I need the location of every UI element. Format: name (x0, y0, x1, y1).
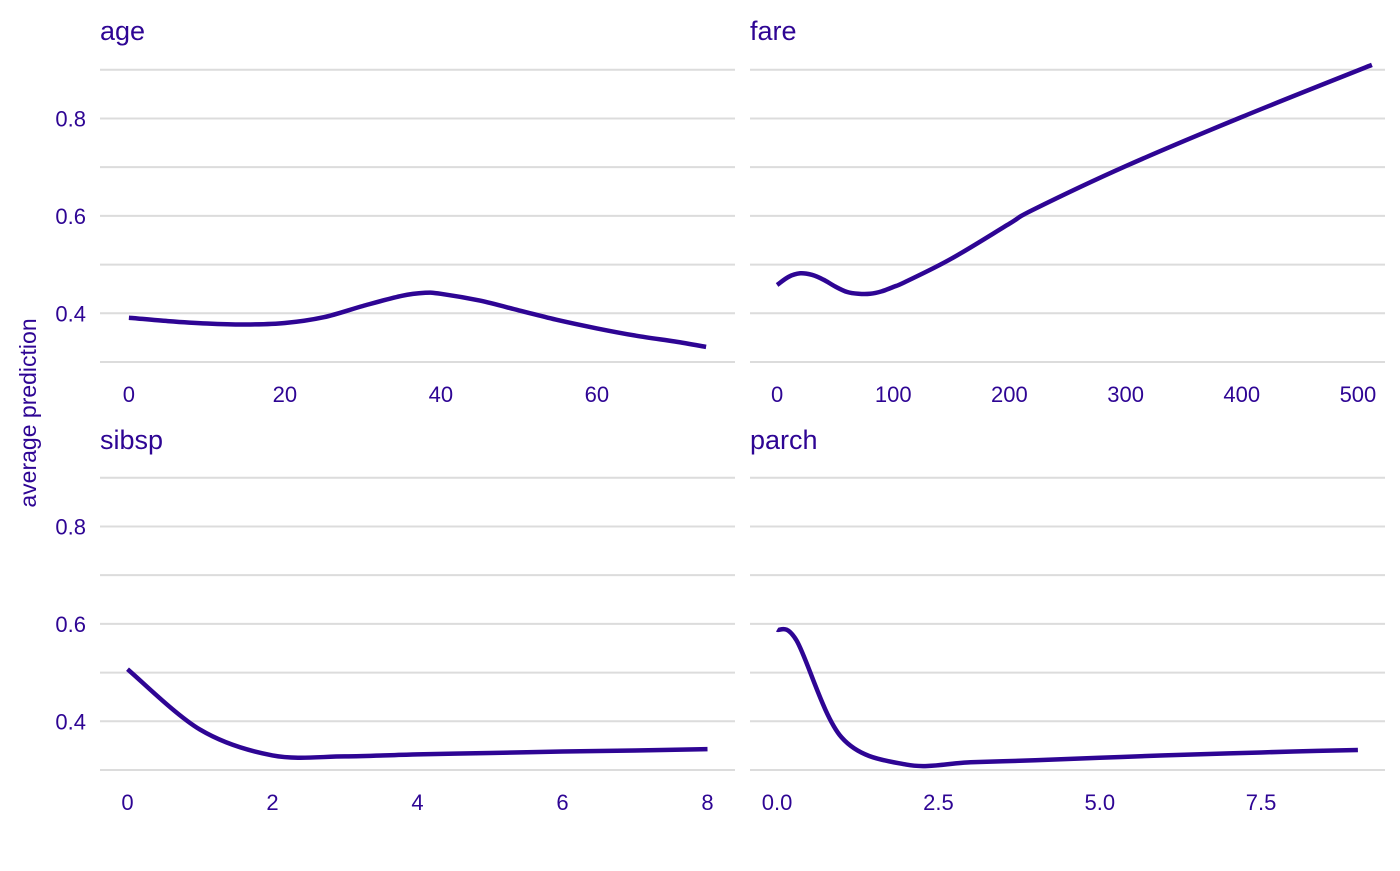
x-tick-label-parch: 5.0 (1084, 790, 1115, 815)
x-tick-label-fare: 100 (875, 382, 912, 407)
x-tick-label-age: 60 (585, 382, 609, 407)
x-tick-label-parch: 7.5 (1246, 790, 1277, 815)
x-tick-label-fare: 300 (1107, 382, 1144, 407)
panel-title-fare: fare (750, 16, 797, 46)
series-line-age (128, 290, 707, 350)
x-tick-label-fare: 500 (1340, 382, 1377, 407)
x-tick-label-sibsp: 2 (266, 790, 278, 815)
y-tick-label: 0.8 (55, 514, 86, 539)
panel-title-age: age (100, 16, 145, 46)
panel-title-sibsp: sibsp (100, 425, 163, 455)
x-tick-label-fare: 200 (991, 382, 1028, 407)
series-line-fare (775, 62, 1373, 297)
y-tick-label: 0.8 (55, 106, 86, 131)
series-line-parch (776, 626, 1358, 769)
x-tick-label-sibsp: 4 (411, 790, 423, 815)
x-tick-label-sibsp: 8 (701, 790, 713, 815)
x-tick-label-sibsp: 6 (556, 790, 568, 815)
y-tick-label: 0.4 (55, 709, 86, 734)
x-tick-label-sibsp: 0 (121, 790, 133, 815)
y-tick-label: 0.6 (55, 612, 86, 637)
x-tick-label-parch: 0.0 (762, 790, 793, 815)
series-line-sibsp (126, 667, 708, 760)
x-tick-label-age: 0 (123, 382, 135, 407)
x-tick-label-fare: 400 (1223, 382, 1260, 407)
y-axis-title: average prediction (15, 318, 41, 507)
x-tick-label-fare: 0 (771, 382, 783, 407)
x-tick-label-parch: 2.5 (923, 790, 954, 815)
x-tick-label-age: 20 (273, 382, 297, 407)
x-tick-label-age: 40 (429, 382, 453, 407)
panel-title-parch: parch (750, 425, 818, 455)
y-tick-label: 0.6 (55, 204, 86, 229)
y-tick-label: 0.4 (55, 301, 86, 326)
